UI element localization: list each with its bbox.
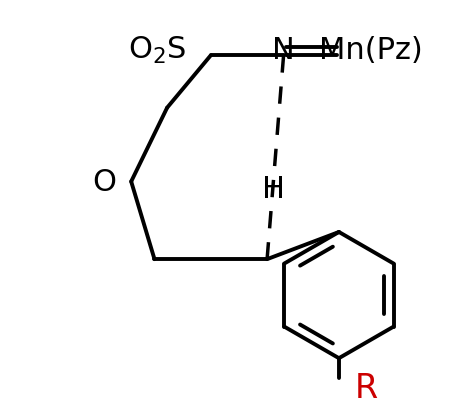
Text: O: O <box>92 168 116 196</box>
Text: Mn(Pz): Mn(Pz) <box>319 36 423 65</box>
Text: N: N <box>272 36 295 65</box>
Text: R: R <box>355 371 378 404</box>
Text: $\mathsf{O_2S}$: $\mathsf{O_2S}$ <box>128 35 187 66</box>
Text: H: H <box>263 175 285 203</box>
